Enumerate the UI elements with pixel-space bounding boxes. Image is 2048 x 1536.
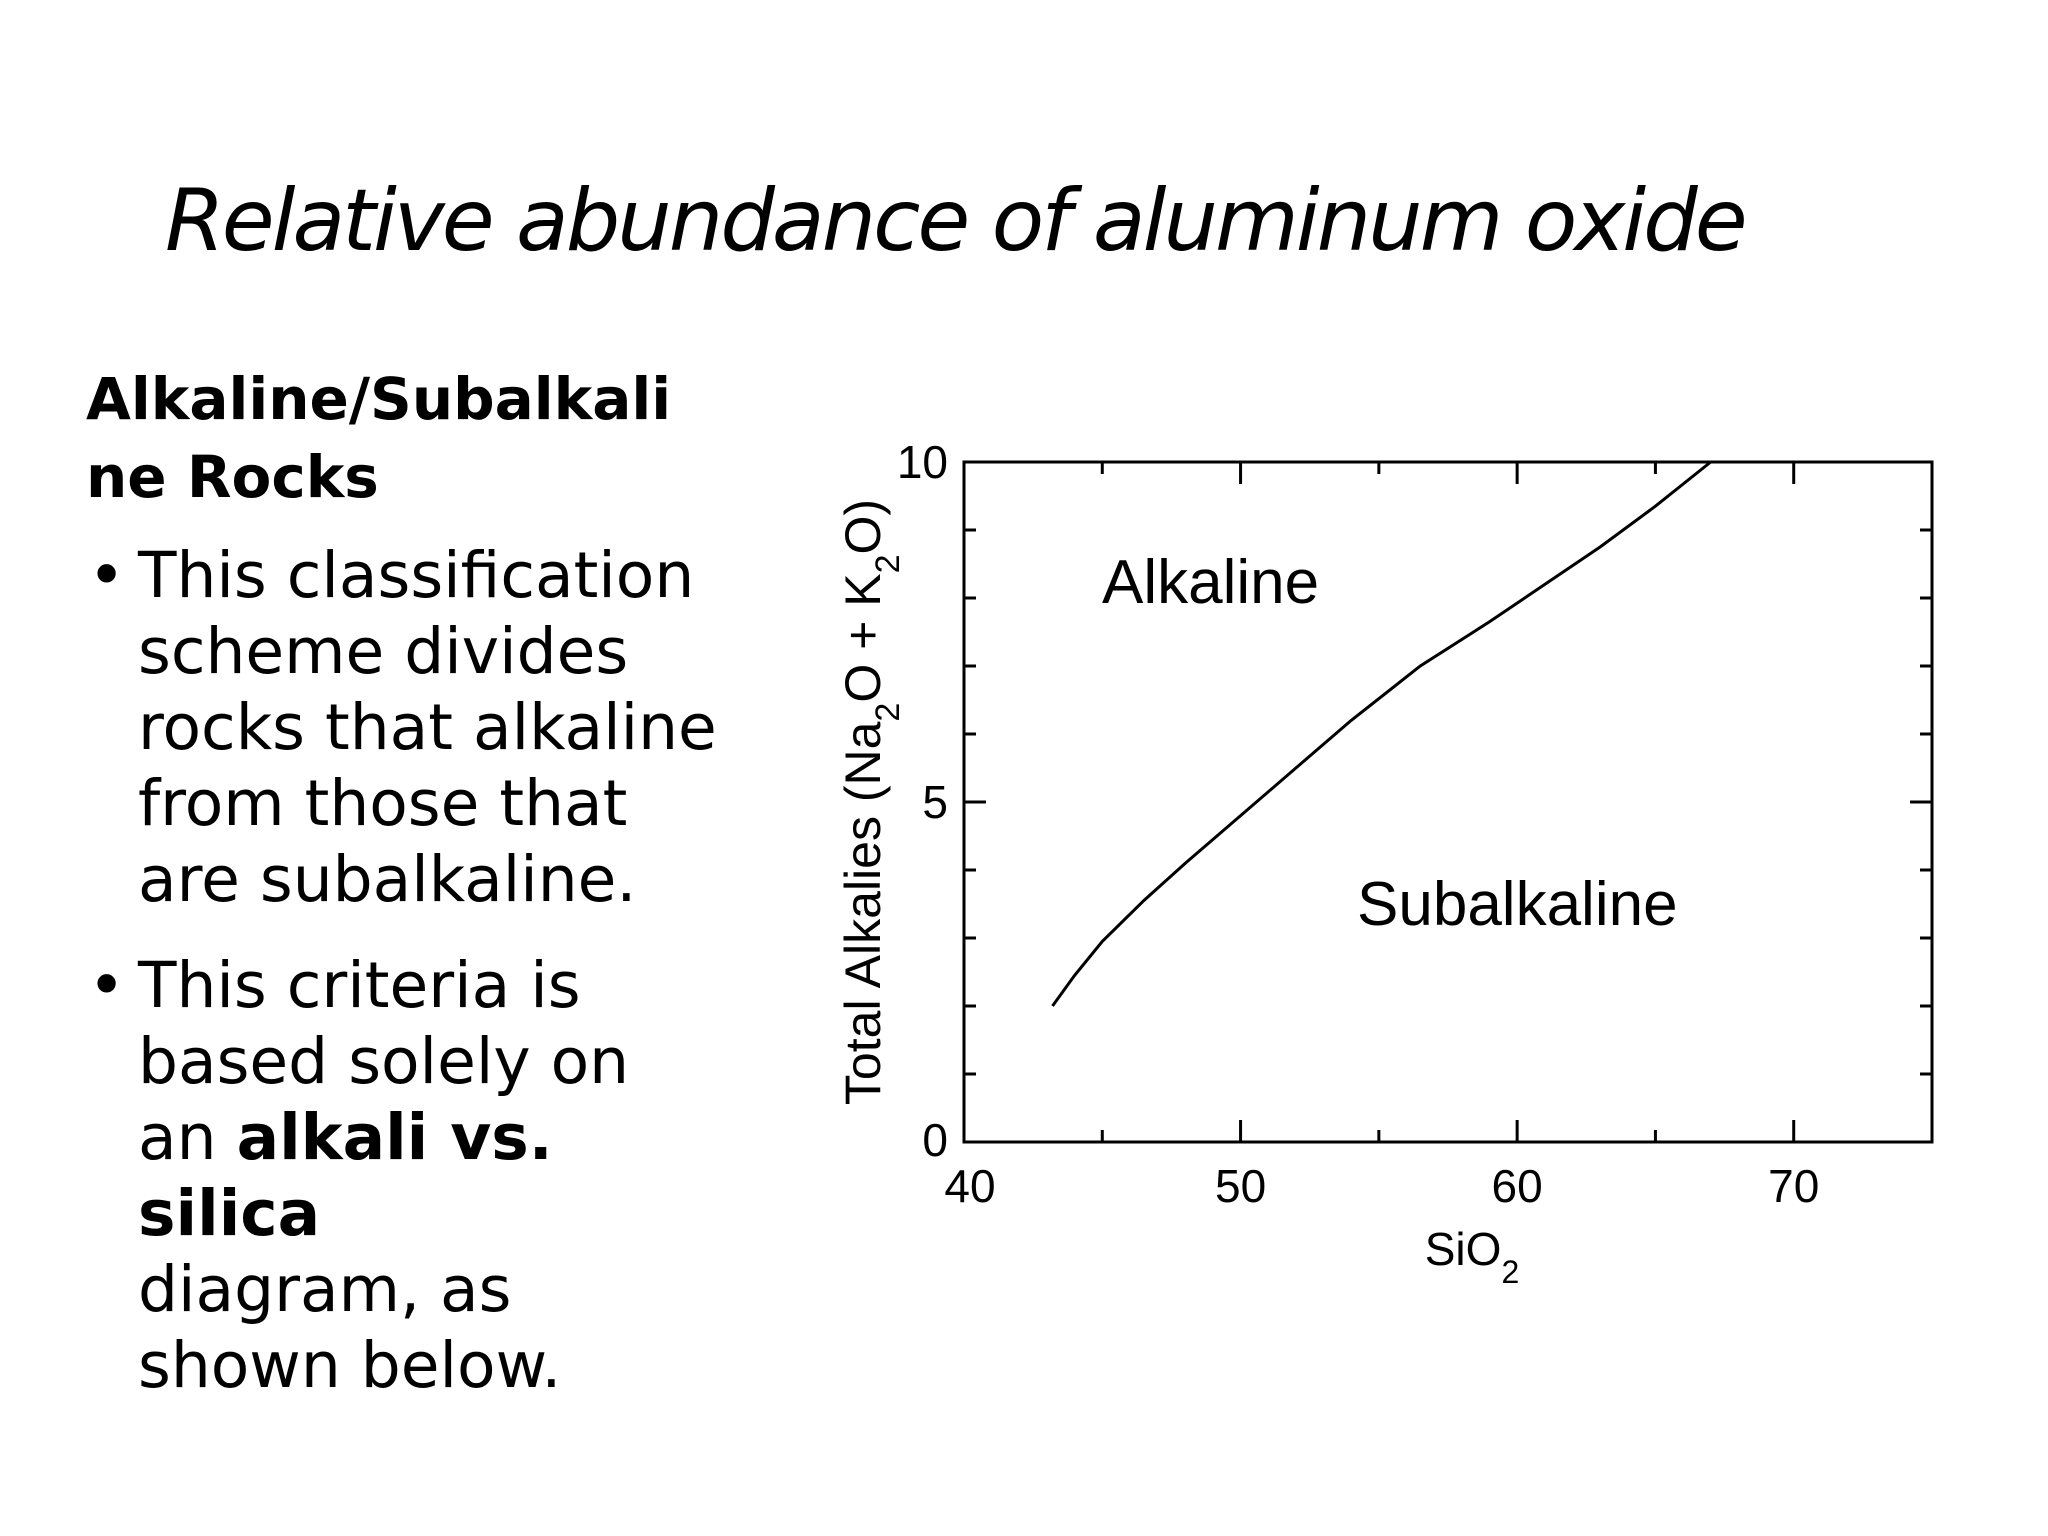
x-tick-label: 70 <box>1768 1160 1819 1212</box>
x-tick-label: 50 <box>1215 1160 1266 1212</box>
bullet1-line1: This classification <box>138 539 695 612</box>
bullet-dot-icon: • <box>88 539 126 612</box>
y-axis-label: Total Alkalies (Na2O + K2O) <box>835 499 907 1105</box>
text-column: Alkaline/Subalkali ne Rocks • This classi… <box>86 360 746 1434</box>
bullet2-line2: based solely on <box>138 1025 630 1098</box>
section-heading-line1: Alkaline/Subalkali <box>86 365 672 433</box>
bullet-list: • This classification scheme divides roc… <box>86 538 746 1404</box>
alkaline-subalkaline-divider-line <box>1051 460 1712 1007</box>
bullet2-line3-prefix: an <box>138 1101 237 1174</box>
bullet1-line4: from those that <box>138 767 628 840</box>
bullet-dot-icon: • <box>88 949 126 1022</box>
tas-chart: 40 50 60 70 0 5 10 Alkaline Subalkaline SiO2 T… <box>835 436 1934 1290</box>
bullet2-line3-bold: alkali vs. silica <box>138 1101 553 1250</box>
section-heading: Alkaline/Subalkali ne Rocks <box>86 360 746 516</box>
y-tick-label: 0 <box>922 1114 948 1166</box>
bullet2-line4: diagram, as <box>138 1253 512 1326</box>
region-label-subalkaline: Subalkaline <box>1357 870 1678 939</box>
x-axis-label: SiO2 <box>1425 1223 1519 1290</box>
y-tick-label: 5 <box>922 776 948 828</box>
bullet1-line5: are subalkaline. <box>138 843 637 916</box>
bullet-item-classification: • This classification scheme divides roc… <box>86 538 746 918</box>
bullet2-line1: This criteria is <box>138 949 581 1022</box>
x-tick-label: 60 <box>1492 1160 1543 1212</box>
x-tick-label: 40 <box>944 1160 995 1212</box>
region-label-alkaline: Alkaline <box>1102 548 1319 617</box>
bullet-item-criteria: • This criteria is based solely on an al… <box>86 948 746 1404</box>
bullet1-line2: scheme divides <box>138 615 629 688</box>
y-tick-label: 10 <box>897 436 948 488</box>
bullet2-line5: shown below. <box>138 1329 562 1402</box>
bullet1-line3: rocks that alkaline <box>138 691 717 764</box>
tick-marks <box>964 462 1932 1142</box>
tick-labels: 40 50 60 70 0 5 10 <box>897 436 1819 1212</box>
slide-title: Relative abundance of aluminum oxide <box>165 171 1748 271</box>
section-heading-line2: ne Rocks <box>86 443 379 511</box>
